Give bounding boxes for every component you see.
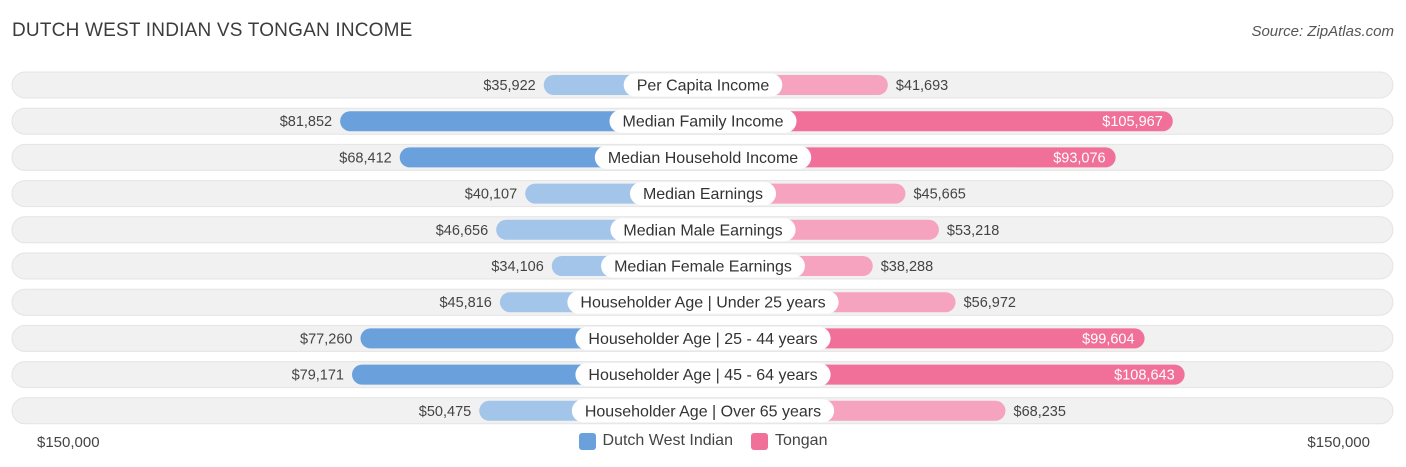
- category-label: Median Family Income: [623, 114, 784, 131]
- category-label: Median Earnings: [643, 186, 763, 203]
- legend-label-tongan: Tongan: [774, 432, 828, 449]
- chart-title: DUTCH WEST INDIAN VS TONGAN INCOME: [12, 20, 413, 41]
- value-label-tongan: $68,235: [1014, 404, 1066, 420]
- value-label-dutch-west-indian: $40,107: [465, 187, 517, 203]
- axis-left-label: $150,000: [37, 434, 100, 451]
- category-label: Median Household Income: [608, 150, 798, 167]
- category-pill: [629, 182, 777, 206]
- value-label-tongan: $45,665: [913, 187, 965, 203]
- value-label-dutch-west-indian: $35,922: [483, 78, 535, 94]
- value-label-dutch-west-indian: $34,106: [491, 259, 543, 275]
- category-label: Householder Age | Under 25 years: [580, 295, 825, 312]
- value-label-tongan: $108,643: [1114, 368, 1174, 384]
- value-label-dutch-west-indian: $50,475: [419, 404, 471, 420]
- category-pill: [610, 218, 796, 242]
- legend-swatch-tongan: [750, 432, 768, 450]
- bar-tongan: [703, 111, 1173, 132]
- legend-label-dutch-west-indian: Dutch West Indian: [602, 432, 733, 449]
- category-label: Per Capita Income: [637, 78, 770, 95]
- category-label: Householder Age | Over 65 years: [585, 403, 821, 420]
- value-label-tongan: $41,693: [896, 78, 948, 94]
- legend-item-dutch-west-indian: Dutch West Indian: [578, 432, 733, 450]
- value-label-tongan: $38,288: [881, 259, 933, 275]
- value-label-tongan: $93,076: [1053, 150, 1105, 166]
- category-label: Median Female Earnings: [614, 259, 792, 276]
- axis-right-label: $150,000: [1307, 434, 1370, 451]
- legend-item-tongan: Tongan: [750, 432, 828, 450]
- legend: Dutch West Indian Tongan: [0, 432, 1406, 450]
- category-pill: [594, 145, 812, 169]
- category-pill: [567, 290, 839, 314]
- value-label-tongan: $56,972: [964, 295, 1016, 311]
- value-label-dutch-west-indian: $68,412: [339, 150, 391, 166]
- diverging-bar-chart: $35,922 $41,693 Per Capita Income $81,852 $1…: [11, 71, 1394, 425]
- category-pill: [609, 109, 797, 133]
- category-pill: [623, 73, 783, 97]
- category-pill: [571, 399, 835, 423]
- value-label-dutch-west-indian: $79,171: [292, 368, 344, 384]
- category-pill: [601, 254, 805, 278]
- category-label: Householder Age | 45 - 64 years: [588, 367, 817, 384]
- category-pill: [575, 326, 831, 350]
- value-label-tongan: $53,218: [947, 223, 999, 239]
- value-label-tongan: $99,604: [1082, 331, 1134, 347]
- value-label-dutch-west-indian: $81,852: [280, 114, 332, 130]
- source-note: Source: ZipAtlas.com: [1251, 23, 1394, 40]
- category-label: Median Male Earnings: [623, 222, 782, 239]
- value-label-dutch-west-indian: $46,656: [436, 223, 488, 239]
- category-pill: [575, 363, 831, 387]
- value-label-tongan: $105,967: [1102, 114, 1162, 130]
- category-label: Householder Age | 25 - 44 years: [588, 331, 817, 348]
- legend-swatch-dutch-west-indian: [578, 432, 596, 450]
- value-label-dutch-west-indian: $77,260: [300, 331, 352, 347]
- value-label-dutch-west-indian: $45,816: [439, 295, 491, 311]
